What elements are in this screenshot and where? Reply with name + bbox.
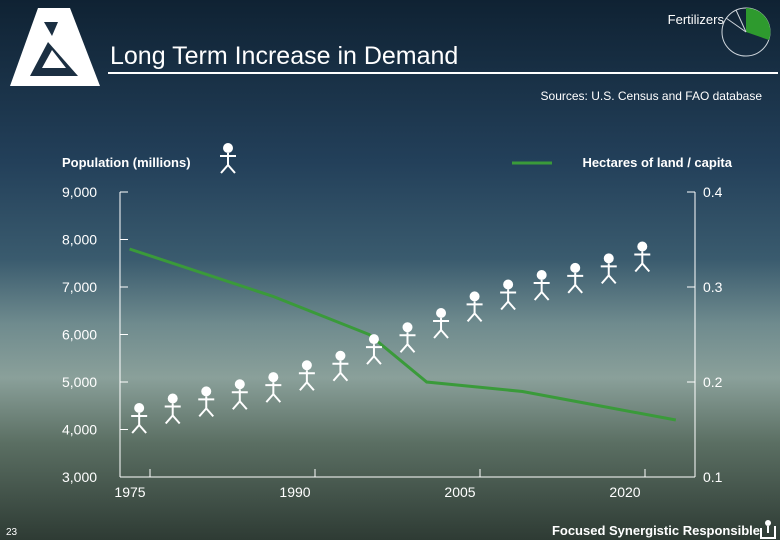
left-tick-label: 7,000 bbox=[62, 279, 97, 295]
left-tick-label: 3,000 bbox=[62, 469, 97, 485]
title-divider bbox=[108, 72, 778, 74]
population-marker bbox=[399, 322, 416, 353]
company-logo bbox=[10, 8, 100, 86]
right-tick-label: 0.2 bbox=[703, 374, 723, 390]
population-marker bbox=[164, 393, 181, 425]
population-marker bbox=[533, 270, 550, 301]
right-tick-label: 0.1 bbox=[703, 469, 723, 485]
population-marker bbox=[198, 386, 215, 418]
population-marker bbox=[634, 241, 651, 273]
population-marker bbox=[500, 279, 517, 311]
population-marker bbox=[567, 262, 584, 294]
hand-people-icon bbox=[760, 520, 776, 539]
slide-title: Long Term Increase in Demand bbox=[110, 42, 459, 70]
x-tick-label: 2020 bbox=[609, 484, 640, 500]
land-per-capita-line bbox=[129, 247, 677, 422]
left-tick-label: 6,000 bbox=[62, 327, 97, 343]
left-tick-label: 5,000 bbox=[62, 374, 97, 390]
x-tick-label: 2005 bbox=[444, 484, 475, 500]
right-axis-label: Hectares of land / capita bbox=[582, 155, 732, 170]
population-marker bbox=[365, 334, 382, 365]
legend-person-icon bbox=[220, 143, 236, 174]
population-marker bbox=[231, 379, 248, 410]
population-marker bbox=[265, 372, 282, 403]
left-tick-label: 8,000 bbox=[62, 232, 97, 248]
footer-tagline: Focused Synergistic Responsible bbox=[551, 523, 760, 538]
right-tick-label: 0.3 bbox=[703, 279, 723, 295]
population-marker bbox=[466, 291, 483, 323]
sources-note: Sources: U.S. Census and FAO database bbox=[540, 89, 762, 103]
population-marker bbox=[131, 403, 148, 434]
population-marker bbox=[332, 350, 349, 382]
left-tick-label: 9,000 bbox=[62, 184, 97, 200]
population-marker bbox=[433, 308, 450, 339]
left-tick-label: 4,000 bbox=[62, 422, 97, 438]
section-tag: Fertilizers bbox=[667, 12, 724, 27]
x-tick-label: 1975 bbox=[114, 484, 145, 500]
slide-number: 23 bbox=[6, 527, 18, 538]
x-tick-label: 1990 bbox=[279, 484, 310, 500]
population-marker bbox=[298, 360, 315, 391]
population-marker bbox=[600, 253, 617, 285]
pie-icon bbox=[721, 7, 771, 57]
right-tick-label: 0.4 bbox=[703, 184, 723, 200]
left-axis-label: Population (millions) bbox=[62, 155, 191, 170]
